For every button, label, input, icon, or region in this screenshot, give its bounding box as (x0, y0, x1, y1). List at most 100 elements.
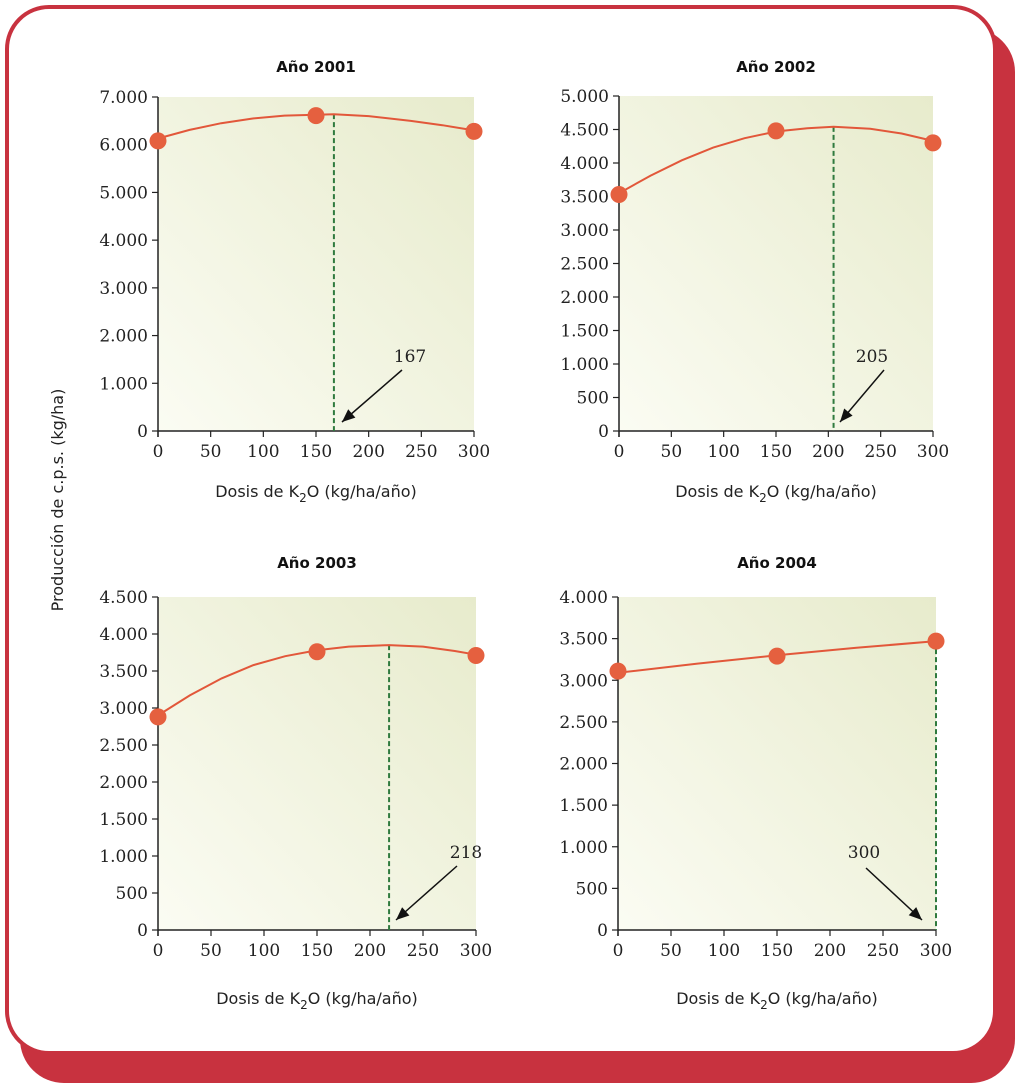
x-tick-label: 300 (917, 442, 949, 462)
x-tick-label: 200 (352, 442, 384, 462)
data-point (465, 122, 483, 140)
y-axis-label: Producción de c.p.s. (kg/ha) (48, 389, 67, 612)
chart-title: Año 2001 (276, 58, 356, 76)
x-axis-label-part: O (kg/ha/año) (307, 482, 417, 501)
x-tick-label: 0 (613, 941, 624, 961)
y-tick-label: 4.500 (560, 121, 609, 141)
x-tick-label: 0 (153, 442, 164, 462)
annotation-arrowhead (396, 907, 410, 920)
x-tick-label: 50 (661, 442, 683, 462)
y-tick-label: 1.500 (99, 810, 148, 830)
y-tick-label: 3.500 (560, 188, 609, 208)
x-axis-label-part: O (kg/ha/año) (308, 989, 418, 1008)
x-tick-label: 250 (867, 941, 899, 961)
x-tick-label: 250 (407, 941, 439, 961)
charts-root: Año 2001 0 1.000 2.000 3.000 4.000 5.000 6.000 7… (99, 58, 952, 1012)
data-point (768, 647, 786, 665)
annotation-arrowhead (840, 408, 853, 422)
optimum-annotation: 167 (394, 347, 426, 367)
y-tick-label: 2.000 (560, 288, 609, 308)
x-tick-label: 250 (864, 442, 896, 462)
y-tick-label: 2.000 (559, 755, 608, 775)
y-tick-label: 2.500 (99, 736, 148, 756)
x-axis-label: Dosis de K2O (kg/ha/año) (676, 989, 878, 1012)
x-axis-label: Dosis de K2O (kg/ha/año) (216, 989, 418, 1012)
chart-title: Año 2002 (736, 58, 816, 76)
x-tick-label: 0 (153, 941, 164, 961)
data-point (609, 662, 627, 680)
x-tick-label: 50 (200, 941, 222, 961)
x-axis-label: Dosis de K2O (kg/ha/año) (675, 482, 877, 505)
y-tick-label: 3.000 (560, 221, 609, 241)
optimum-annotation: 300 (848, 843, 880, 863)
y-tick-label: 3.500 (99, 662, 148, 682)
chart-panel-2: Año 200205001.0001.5002.0002.5003.0003.5… (560, 58, 949, 505)
data-point (610, 185, 628, 203)
y-tick-label: 5.000 (560, 87, 609, 107)
y-tick-label: 2.500 (559, 713, 608, 733)
x-axis-label-subscript: 2 (760, 998, 768, 1012)
x-tick-label: 250 (405, 442, 437, 462)
x-tick-label: 50 (200, 442, 222, 462)
plot-area (619, 96, 933, 431)
x-axis-label-part: Dosis de K (215, 482, 299, 501)
chart-panel-1: Año 2001 0 1.000 2.000 3.000 4.000 5.000 6.000 7… (99, 58, 490, 505)
y-tick-label: 0 (598, 422, 609, 442)
y-tick-label: 1.000 (559, 838, 608, 858)
x-tick-label: 150 (301, 941, 333, 961)
x-axis-label: Dosis de K2O (kg/ha/año) (215, 482, 417, 505)
plot-area (618, 597, 936, 930)
x-tick-label: 300 (920, 941, 952, 961)
x-tick-label: 100 (707, 442, 739, 462)
data-point (924, 134, 942, 152)
chart-title: Año 2003 (277, 554, 357, 572)
y-tick-label: 1.000 (99, 847, 148, 867)
y-tick-label: 1.500 (559, 796, 608, 816)
x-tick-label: 50 (660, 941, 682, 961)
chart-title: Año 2004 (737, 554, 817, 572)
x-tick-label: 150 (761, 941, 793, 961)
x-tick-label: 200 (814, 941, 846, 961)
y-tick-label: 3.000 (99, 279, 148, 299)
optimum-annotation: 205 (856, 347, 888, 367)
y-tick-label: 2.500 (560, 255, 609, 275)
x-axis-label-part: Dosis de K (676, 989, 760, 1008)
x-axis-label-part: O (kg/ha/año) (768, 989, 878, 1008)
annotation-arrow-line (341, 369, 403, 423)
x-tick-label: 100 (708, 941, 740, 961)
y-tick-label: 2.000 (99, 327, 148, 347)
y-tick-label: 3.000 (559, 671, 608, 691)
y-tick-label: 5.000 (99, 183, 148, 203)
x-tick-label: 300 (460, 941, 492, 961)
y-tick-label: 4.500 (99, 588, 148, 608)
y-tick-label: 500 (576, 879, 608, 899)
annotation-arrow-line (395, 865, 458, 921)
x-tick-label: 100 (247, 442, 279, 462)
x-axis-label-part: O (kg/ha/año) (767, 482, 877, 501)
y-tick-label: 1.000 (560, 355, 609, 375)
data-point (307, 107, 325, 125)
y-tick-label: 3.500 (559, 630, 608, 650)
y-tick-label: 0 (597, 921, 608, 941)
x-axis-label-subscript: 2 (759, 491, 767, 505)
chart-panel-3: Año 200305001.0001.5002.0002.5003.0003.5… (99, 554, 492, 1012)
x-axis-label-part: Dosis de K (216, 989, 300, 1008)
x-tick-label: 200 (354, 941, 386, 961)
y-tick-label: 2.000 (99, 773, 148, 793)
y-tick-label: 4.000 (560, 154, 609, 174)
y-tick-label: 7.000 (99, 88, 148, 108)
y-tick-label: 500 (577, 389, 609, 409)
y-tick-label: 4.000 (559, 588, 608, 608)
data-point (149, 132, 167, 150)
data-point (767, 122, 785, 140)
y-tick-label: 6.000 (99, 136, 148, 156)
data-point (149, 708, 167, 726)
x-tick-label: 200 (812, 442, 844, 462)
data-point (927, 632, 945, 650)
y-tick-label: 3.000 (99, 699, 148, 719)
annotation-arrowhead (342, 409, 356, 422)
x-axis-label-subscript: 2 (300, 998, 308, 1012)
y-tick-label: 1.000 (99, 374, 148, 394)
data-point (467, 646, 485, 664)
